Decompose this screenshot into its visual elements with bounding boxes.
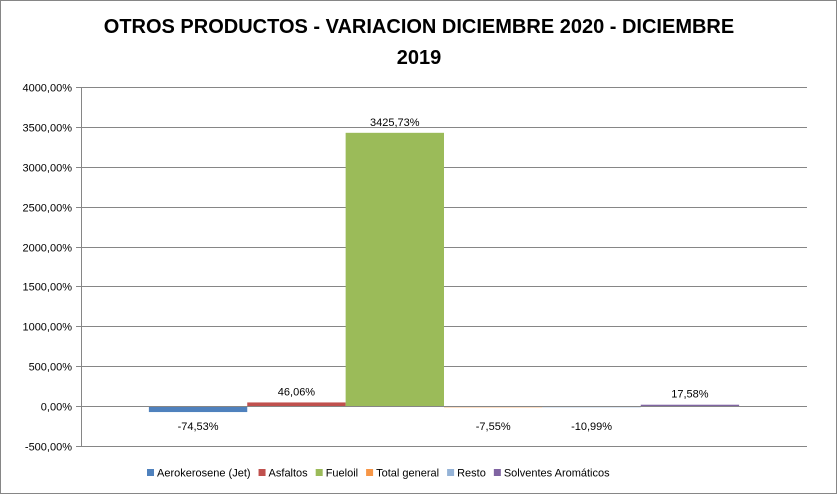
legend-swatch <box>493 469 501 476</box>
y-tick-label: 2000,00% <box>22 243 72 255</box>
y-axis-ticks: 4000,00% 3500,00% 3000,00% 2500,00% 2000,00%… <box>22 83 81 454</box>
data-label: -74,53% <box>178 421 219 433</box>
data-label: -7,55% <box>476 421 511 433</box>
legend-label: Solventes Aromáticos <box>504 468 610 480</box>
y-tick-label: 500,00% <box>29 362 73 374</box>
chart-title-line-2: 2019 <box>397 47 442 69</box>
y-tick-label: -500,00% <box>25 442 72 454</box>
legend-label: Fueloil <box>326 468 358 480</box>
bar-solventes-arom-ticos <box>640 404 740 407</box>
legend-label: Asfaltos <box>269 468 309 480</box>
legend-swatch <box>447 469 455 476</box>
legend-swatch <box>258 469 266 476</box>
y-tick-label: 0,00% <box>41 402 72 414</box>
chart-title-line-1: OTROS PRODUCTOS - VARIACION DICIEMBRE 20… <box>104 16 734 38</box>
y-tick-label: 1500,00% <box>22 282 72 294</box>
legend-label: Total general <box>376 468 439 480</box>
data-label: 3425,73% <box>370 117 420 129</box>
legend-label: Aerokerosene (Jet) <box>157 468 251 480</box>
y-tick-label: 4000,00% <box>22 83 72 95</box>
bars <box>148 132 740 413</box>
legend: Aerokerosene (Jet) Asfaltos Fueloil Total g… <box>147 468 610 480</box>
legend-swatch <box>147 469 154 476</box>
bar-fueloil <box>345 132 444 407</box>
legend-label: Resto <box>457 468 486 480</box>
data-labels: -74,53% 46,06% 3425,73% -7,55% -10,99% 17,58% <box>178 117 709 433</box>
y-tick-label: 1000,00% <box>22 322 72 334</box>
data-label: 17,58% <box>671 389 709 401</box>
data-label: -10,99% <box>571 421 612 433</box>
bar-asfaltos <box>247 402 346 407</box>
legend-swatch <box>315 469 323 476</box>
axes <box>81 87 807 446</box>
bar-aerokerosene-jet <box>148 406 248 413</box>
y-tick-label: 2500,00% <box>22 203 72 215</box>
y-tick-label: 3000,00% <box>22 163 72 175</box>
data-label: 46,06% <box>278 386 316 398</box>
y-tick-label: 3500,00% <box>22 123 72 135</box>
legend-swatch <box>366 469 374 476</box>
